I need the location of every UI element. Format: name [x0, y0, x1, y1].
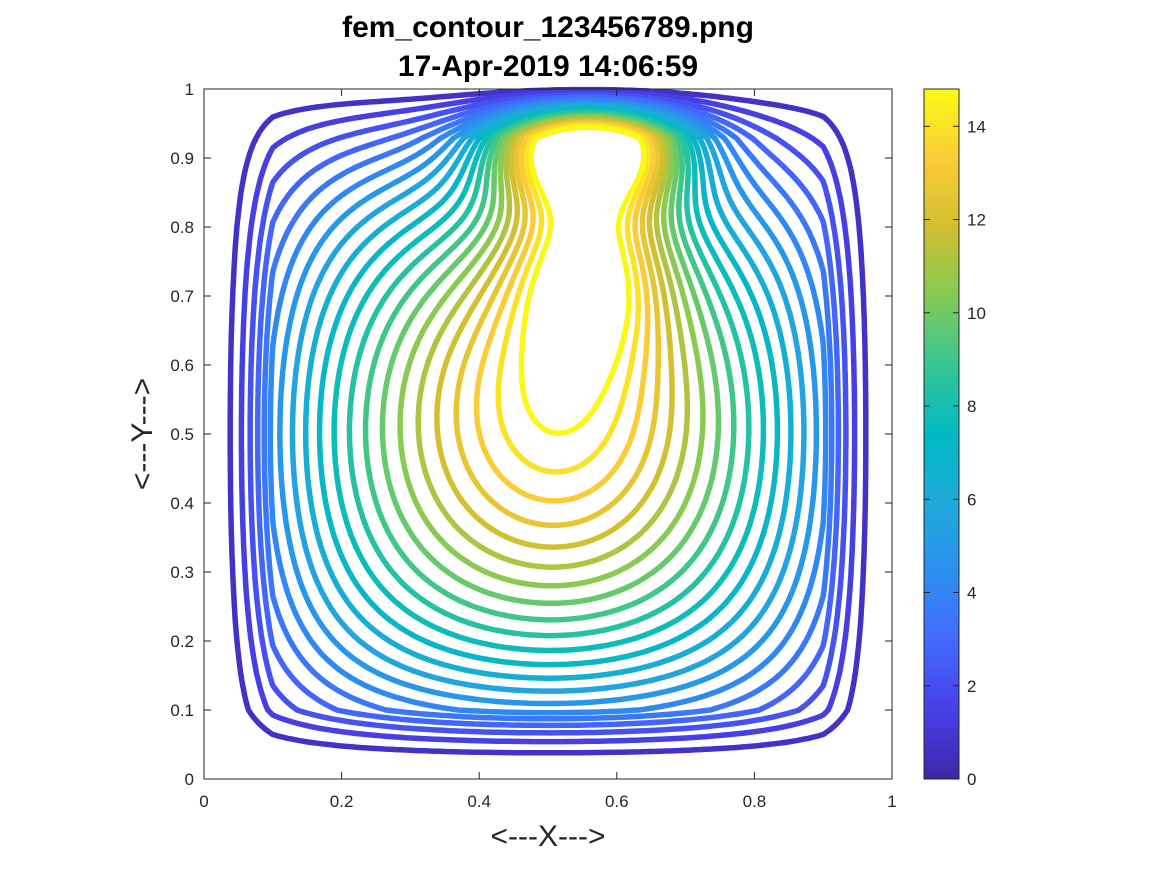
- x-axis: 0 0.2 0.4 0.6 0.8 1: [199, 89, 897, 811]
- contour-line: [261, 96, 835, 722]
- colorbar-tick-label: 4: [967, 584, 976, 603]
- colorbar: [923, 88, 960, 780]
- contour-line: [267, 98, 829, 716]
- chart-title: fem_contour_123456789.png: [342, 11, 754, 44]
- y-tick-label: 0.9: [170, 149, 194, 168]
- x-tick-label: 0.2: [330, 792, 354, 811]
- colorbar-tick-label: 14: [967, 117, 986, 136]
- y-axis-label: <---Y--->: [126, 378, 159, 490]
- contour-line: [227, 86, 869, 756]
- colorbar-tick-label: 8: [967, 397, 976, 416]
- colorbar-tick-label: 2: [967, 677, 976, 696]
- contour-line: [238, 89, 858, 745]
- x-axis-label: <---X--->: [491, 820, 606, 853]
- x-tick-label: 1: [887, 792, 896, 811]
- y-tick-label: 0.7: [170, 287, 194, 306]
- x-tick-label: 0: [199, 792, 208, 811]
- colorbar-tick-label: 12: [967, 211, 986, 230]
- y-tick-label: 0.1: [170, 701, 194, 720]
- contour-line: [331, 108, 767, 654]
- colorbar-tick-label: 10: [967, 304, 986, 323]
- contour-line: [434, 118, 675, 550]
- y-tick-label: 0.2: [170, 632, 194, 651]
- x-tick-label: 0.6: [605, 792, 629, 811]
- contour-line: [453, 119, 662, 529]
- contour-line: [277, 100, 820, 707]
- y-tick-label: 0.6: [170, 356, 194, 375]
- contour-line: [362, 111, 737, 623]
- colorbar-tick-label: 6: [967, 490, 976, 509]
- colorbar-ticks: 0 2 4 6 8 10 12 14: [924, 117, 986, 789]
- chart-subtitle: 17-Apr-2019 14:06:59: [398, 50, 698, 83]
- y-tick-label: 0: [185, 770, 194, 789]
- y-axis: 0 0.1 0.2 0.3 0.4 0.5 0.6 0.7 0.8 0.9 1: [170, 80, 892, 789]
- contour-lines: [227, 86, 869, 756]
- contour-line: [289, 102, 807, 694]
- contour-line: [247, 92, 849, 736]
- x-tick-label: 0.4: [467, 792, 491, 811]
- x-tick-label: 0.8: [743, 792, 767, 811]
- y-tick-label: 0.8: [170, 218, 194, 237]
- contour-line: [254, 94, 842, 729]
- y-tick-label: 0.4: [170, 494, 194, 513]
- contour-line: [302, 104, 794, 681]
- contour-line: [346, 109, 752, 639]
- y-tick-label: 1: [185, 80, 194, 99]
- y-tick-label: 0.3: [170, 563, 194, 582]
- contour-line: [316, 106, 781, 668]
- contour-line: [518, 124, 647, 436]
- y-tick-label: 0.5: [170, 425, 194, 444]
- colorbar-tick-label: 0: [967, 770, 976, 789]
